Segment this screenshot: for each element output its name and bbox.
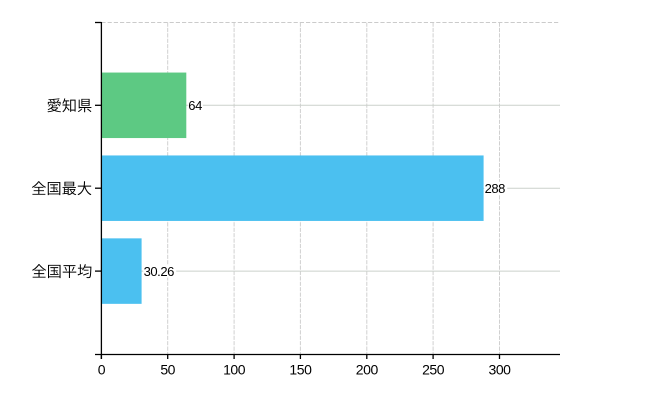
svg-text:288: 288 [485, 181, 506, 196]
svg-text:300: 300 [488, 362, 511, 378]
svg-text:250: 250 [422, 362, 445, 378]
svg-text:64: 64 [188, 98, 202, 113]
svg-text:50: 50 [160, 362, 175, 378]
svg-text:100: 100 [223, 362, 246, 378]
svg-text:0: 0 [98, 362, 106, 378]
svg-text:30.26: 30.26 [144, 264, 175, 279]
svg-text:150: 150 [289, 362, 312, 378]
svg-text:200: 200 [356, 362, 379, 378]
